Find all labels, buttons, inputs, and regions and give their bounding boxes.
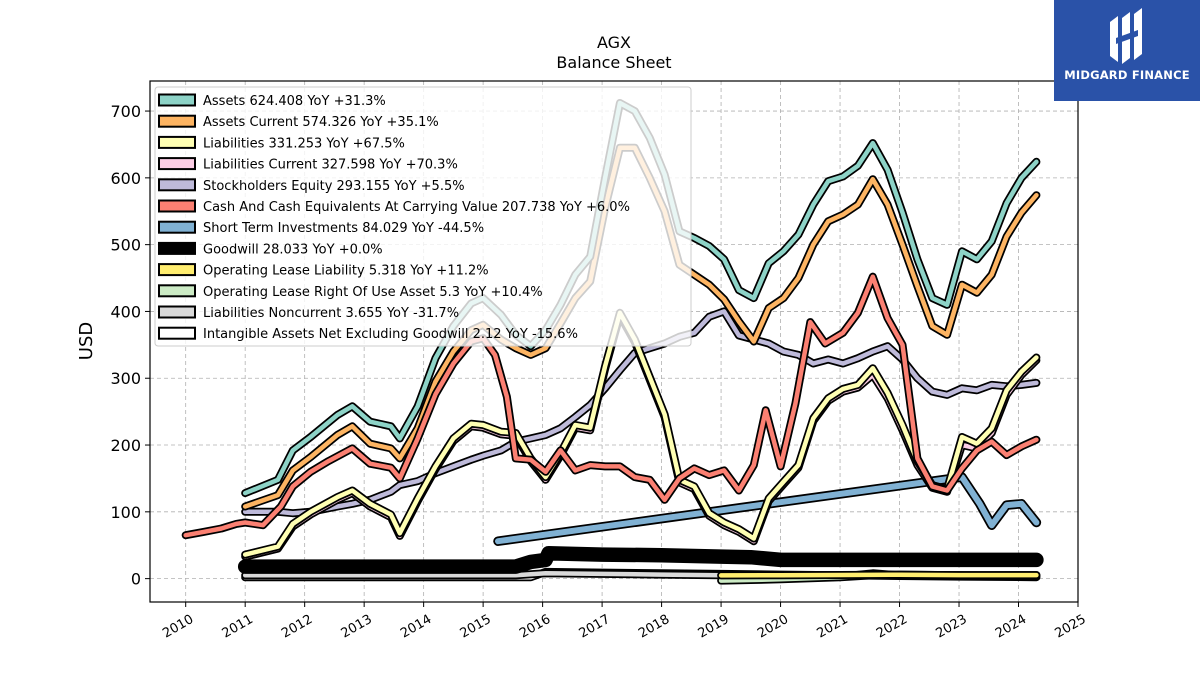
legend-swatch-intangible-assets-net-excluding-goodwill xyxy=(158,326,196,340)
series-line-operating-lease-liability xyxy=(718,572,1039,578)
y-tick-label: 400 xyxy=(110,302,141,321)
x-tick-label: 2018 xyxy=(636,612,672,642)
x-tick-label: 2016 xyxy=(517,612,553,642)
legend-swatch-assets xyxy=(158,93,196,107)
legend-label-cash-and-cash-equivalents-at-carrying-value: Cash And Cash Equivalents At Carrying Va… xyxy=(203,200,630,215)
legend-label-assets: Assets 624.408 YoY +31.3% xyxy=(203,94,386,109)
legend-swatch-goodwill xyxy=(158,241,196,255)
legend-swatch-liabilities xyxy=(158,135,196,149)
y-tick-label: 700 xyxy=(110,102,141,121)
midgard-logo-icon xyxy=(1110,8,1142,64)
series-line-short-term-investments xyxy=(495,474,1040,545)
series-line-goodwill xyxy=(239,547,1042,573)
legend-swatch-cash-and-cash-equivalents-at-carrying-value xyxy=(158,199,196,213)
legend-swatch-stockholders-equity xyxy=(158,178,196,192)
legend-label-liabilities-noncurrent: Liabilities Noncurrent 3.655 YoY -31.7% xyxy=(203,306,459,321)
legend-label-intangible-assets-net-excluding-goodwill: Intangible Assets Net Excluding Goodwill… xyxy=(203,327,578,342)
legend-label-assets-current: Assets Current 574.326 YoY +35.1% xyxy=(203,115,439,130)
y-tick-label: 600 xyxy=(110,169,141,188)
legend-label-liabilities: Liabilities 331.253 YoY +67.5% xyxy=(203,136,405,151)
series-lines xyxy=(181,99,1044,585)
logo-text: MIDGARD FINANCE xyxy=(1064,68,1190,82)
x-tick-label: 2019 xyxy=(696,612,732,642)
x-tick-label: 2021 xyxy=(815,612,851,642)
y-tick-label: 200 xyxy=(110,436,141,455)
x-tick-label: 2013 xyxy=(339,612,375,642)
x-tick-label: 2010 xyxy=(160,612,196,642)
x-axis: 2010 2011 2012 2013 2014 2015 2016 2017 2018 2019… xyxy=(160,602,1089,642)
chart-title: AGX xyxy=(597,33,631,52)
legend-swatch-assets-current xyxy=(158,114,196,128)
legend-swatch-short-term-investments xyxy=(158,220,196,234)
legend-swatch-liabilities-noncurrent xyxy=(158,305,196,319)
x-tick-label: 2012 xyxy=(279,612,315,642)
legend-swatch-operating-lease-right-of-use-asset xyxy=(158,284,196,298)
x-tick-label: 2020 xyxy=(755,612,791,642)
x-tick-label: 2014 xyxy=(398,612,434,642)
legend-label-operating-lease-right-of-use-asset: Operating Lease Right Of Use Asset 5.3 Y… xyxy=(203,285,543,300)
x-tick-label: 2024 xyxy=(993,612,1029,642)
x-tick-label: 2025 xyxy=(1053,612,1089,642)
plot-frame xyxy=(149,80,1079,603)
legend-swatch-liabilities-current xyxy=(158,157,196,171)
x-tick-label: 2022 xyxy=(874,612,910,642)
y-tick-label: 100 xyxy=(110,503,141,522)
x-tick-label: 2017 xyxy=(577,612,613,642)
y-tick-label: 0 xyxy=(131,570,141,589)
chart-subtitle: Balance Sheet xyxy=(556,53,671,72)
legend-frame xyxy=(154,86,692,347)
legend-label-goodwill: Goodwill 28.033 YoY +0.0% xyxy=(203,242,383,257)
midgard-logo: MIDGARD FINANCE xyxy=(1054,0,1200,101)
y-axis-label: USD xyxy=(76,322,97,360)
legend-label-liabilities-current: Liabilities Current 327.598 YoY +70.3% xyxy=(203,158,458,173)
legend-label-stockholders-equity: Stockholders Equity 293.155 YoY +5.5% xyxy=(203,179,465,194)
legend-swatch-operating-lease-liability xyxy=(158,263,196,277)
y-tick-label: 500 xyxy=(110,236,141,255)
legend-label-short-term-investments: Short Term Investments 84.029 YoY -44.5% xyxy=(203,221,484,236)
y-axis: 0 100 200 300 400 500 600 700 xyxy=(110,102,150,589)
series-line-cash-and-cash-equivalents-at-carrying-value xyxy=(183,274,1039,538)
legend-label-operating-lease-liability: Operating Lease Liability 5.318 YoY +11.… xyxy=(203,264,489,279)
x-tick-label: 2015 xyxy=(458,612,494,642)
y-tick-label: 300 xyxy=(110,369,141,388)
legend: Assets 624.408 YoY +31.3% Assets Current … xyxy=(154,86,692,347)
x-tick-label: 2011 xyxy=(220,612,256,642)
x-tick-label: 2023 xyxy=(934,612,970,642)
